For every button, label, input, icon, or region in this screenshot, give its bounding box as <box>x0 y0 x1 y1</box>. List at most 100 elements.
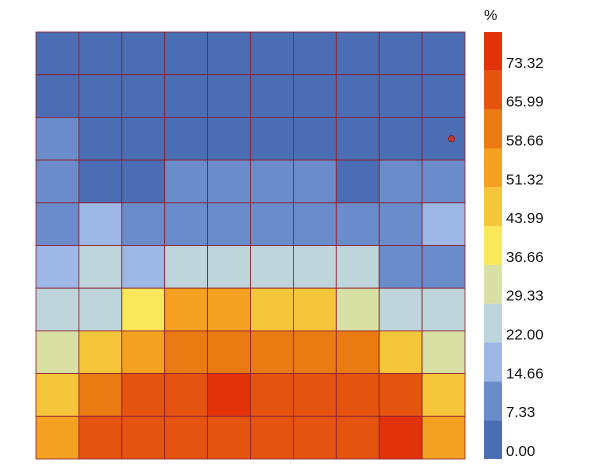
heatmap-cell-r5-c0 <box>35 245 80 289</box>
heatmap-cell-r7-c2 <box>121 330 166 374</box>
heatmap-cell-r2-c5 <box>250 117 294 161</box>
heatmap-cell-r6-c8 <box>378 287 423 332</box>
heatmap-cell-r1-c3 <box>164 74 208 118</box>
colorbar-bin-2 <box>484 342 502 382</box>
heatmap-cell-r8-c6 <box>292 373 337 417</box>
heatmap-cell-r6-c5 <box>250 287 294 332</box>
heatmap-cell-r9-c7 <box>335 415 380 460</box>
colorbar-bin-3 <box>484 303 502 343</box>
colorbar-tick-label-9: 65.99 <box>506 94 544 111</box>
heatmap-cell-r3-c4 <box>207 159 251 204</box>
colorbar-bin-10 <box>484 32 502 71</box>
heatmap-cell-r8-c2 <box>121 373 166 417</box>
heatmap-cell-r3-c3 <box>164 159 208 204</box>
colorbar-bin-5 <box>484 226 502 265</box>
heatmap-cell-r2-c9 <box>421 117 466 161</box>
heatmap-cell-r0-c8 <box>378 31 423 76</box>
heatmap-cell-r9-c6 <box>292 415 337 460</box>
heatmap-cell-r0-c1 <box>78 31 123 76</box>
heatmap-cell-r1-c9 <box>421 74 466 118</box>
marker-dot-0 <box>448 135 456 143</box>
colorbar <box>484 32 502 459</box>
heatmap-cell-r1-c8 <box>378 74 423 118</box>
heatmap-cell-r6-c9 <box>421 287 466 332</box>
heatmap-cell-r2-c0 <box>35 117 80 161</box>
heatmap-cell-r8-c5 <box>250 373 294 417</box>
heatmap-cell-r3-c7 <box>335 159 380 204</box>
heatmap-cell-r6-c6 <box>292 287 337 332</box>
heatmap-cell-r7-c8 <box>378 330 423 374</box>
heatmap-cell-r6-c3 <box>164 287 208 332</box>
heatmap-cell-r7-c1 <box>78 330 123 374</box>
heatmap-cell-r3-c9 <box>421 159 466 204</box>
heatmap-cell-r6-c7 <box>335 287 380 332</box>
colorbar-tick-label-10: 73.32 <box>506 55 544 72</box>
heatmap-cell-r3-c2 <box>121 159 166 204</box>
heatmap-cell-r5-c4 <box>207 245 251 289</box>
heatmap-cell-r7-c3 <box>164 330 208 374</box>
heatmap-cell-r7-c9 <box>421 330 466 374</box>
heatmap-cell-r5-c9 <box>421 245 466 289</box>
heatmap-cell-r8-c3 <box>164 373 208 417</box>
heatmap-cell-r7-c5 <box>250 330 294 374</box>
colorbar-bin-1 <box>484 381 502 421</box>
colorbar-bin-0 <box>484 420 502 459</box>
heatmap-cell-r3-c8 <box>378 159 423 204</box>
heatmap-cell-r9-c3 <box>164 415 208 460</box>
heatmap-cell-r3-c6 <box>292 159 337 204</box>
heatmap-cell-r7-c7 <box>335 330 380 374</box>
heatmap-cell-r2-c7 <box>335 117 380 161</box>
heatmap-cell-r2-c6 <box>292 117 337 161</box>
heatmap-cell-r2-c8 <box>378 117 423 161</box>
heatmap-cell-r3-c0 <box>35 159 80 204</box>
heatmap-cell-r1-c6 <box>292 74 337 118</box>
heatmap-cell-r5-c5 <box>250 245 294 289</box>
colorbar-unit-label: % <box>484 7 497 24</box>
heatmap-cell-r7-c4 <box>207 330 251 374</box>
heatmap-cell-r3-c1 <box>78 159 123 204</box>
colorbar-tick-labels: 0.00 7.33 14.66 22.00 29.33 36.66 43.99 51.32 58… <box>506 55 544 460</box>
heatmap-cell-r8-c8 <box>378 373 423 417</box>
heatmap-cell-r0-c2 <box>121 31 166 76</box>
heatmap-cell-r9-c1 <box>78 415 123 460</box>
heatmap-cell-r4-c6 <box>292 202 337 246</box>
colorbar-tick-label-8: 58.66 <box>506 132 544 149</box>
colorbar-bin-9 <box>484 70 502 110</box>
heatmap-cell-r9-c9 <box>421 415 466 460</box>
heatmap-cell-r6-c0 <box>35 287 80 332</box>
heatmap-cell-r4-c9 <box>421 202 466 246</box>
heatmap-cell-r4-c4 <box>207 202 251 246</box>
colorbar-bin-6 <box>484 187 502 227</box>
heatmap-cell-r6-c1 <box>78 287 123 332</box>
heatmap-cell-r7-c0 <box>35 330 80 374</box>
heatmap-cell-r7-c6 <box>292 330 337 374</box>
heatmap-cell-r4-c8 <box>378 202 423 246</box>
heatmap-cell-r5-c6 <box>292 245 337 289</box>
colorbar-tick-label-2: 14.66 <box>506 365 544 382</box>
heatmap-cell-r2-c3 <box>164 117 208 161</box>
heatmap-cell-r3-c5 <box>250 159 294 204</box>
heatmap-cell-r9-c2 <box>121 415 166 460</box>
heatmap-cell-r5-c3 <box>164 245 208 289</box>
heatmap-cell-r1-c5 <box>250 74 294 118</box>
heatmap-cell-r9-c0 <box>35 415 80 460</box>
heatmap-cell-r5-c8 <box>378 245 423 289</box>
heatmap-cell-r0-c4 <box>207 31 251 76</box>
heatmap-cell-r5-c7 <box>335 245 380 289</box>
heatmap-cell-r1-c0 <box>35 74 80 118</box>
heatmap-cell-r8-c7 <box>335 373 380 417</box>
colorbar-bin-7 <box>484 148 502 188</box>
heatmap-cell-r2-c4 <box>207 117 251 161</box>
heatmap-cell-r9-c4 <box>207 415 251 460</box>
colorbar-bin-8 <box>484 109 502 149</box>
heatmap-cell-r1-c1 <box>78 74 123 118</box>
heatmap-cell-r4-c5 <box>250 202 294 246</box>
heatmap-cell-r4-c1 <box>78 202 123 246</box>
colorbar-tick-label-7: 51.32 <box>506 171 544 188</box>
heatmap-grid <box>35 31 466 460</box>
heatmap-cell-r0-c7 <box>335 31 380 76</box>
heatmap-markers <box>448 135 456 143</box>
heatmap-cell-r2-c1 <box>78 117 123 161</box>
heatmap-cell-r2-c2 <box>121 117 166 161</box>
